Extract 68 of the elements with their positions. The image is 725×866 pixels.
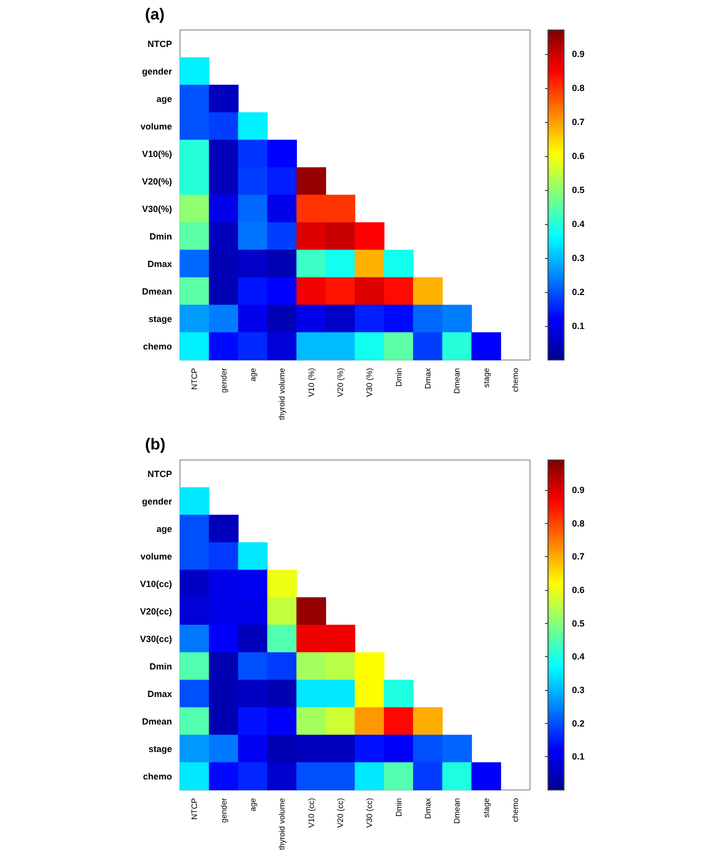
y-tick-label: Dmax (147, 258, 172, 269)
color-bar-label: 0.1 (572, 752, 585, 762)
y-tick-label: chemo (142, 341, 172, 352)
x-tick-label: Dmean (452, 368, 462, 394)
color-bar-label: 0.5 (572, 618, 585, 628)
x-tick-label: Dmin (394, 368, 404, 387)
y-tick-label: age (156, 94, 172, 104)
color-bar-label: 0.7 (572, 552, 585, 562)
x-tick-label: V10 (cc) (306, 798, 316, 828)
color-bar-label: 0.8 (572, 82, 585, 93)
y-tick-label: NTCP (148, 468, 172, 479)
y-tick-label: V30(%) (142, 204, 172, 214)
y-tick-label: V10(cc) (140, 578, 172, 589)
x-tick-label: Dmax (423, 798, 432, 819)
color-bar-label: 0.8 (572, 518, 585, 528)
x-tick-label: V20 (%) (336, 368, 345, 397)
color-bar-label: 0.3 (572, 685, 585, 695)
x-tick-label: V30 (cc) (365, 798, 374, 828)
color-bar-label: 0.1 (572, 320, 585, 331)
x-tick-label: V20 (cc) (336, 798, 345, 828)
y-tick-label: gender (142, 496, 172, 506)
y-tick-label: chemo (142, 771, 172, 782)
y-tick-label: volume (140, 551, 172, 562)
color-bar-label: 0.2 (572, 286, 585, 297)
x-tick-label: chemo (510, 797, 520, 822)
y-tick-label: Dmean (142, 286, 172, 296)
color-bar-label: 0.4 (572, 218, 585, 229)
x-tick-label: chemo (510, 367, 520, 392)
color-bar-label: 0.7 (572, 116, 585, 127)
color-bar-label: 0.2 (572, 718, 585, 728)
x-tick-label: NTCP (190, 798, 200, 820)
color-bar-label: 0.5 (572, 184, 585, 195)
x-tick-label: stage (482, 367, 491, 388)
y-tick-label: stage (148, 744, 172, 754)
x-tick-label: age (248, 367, 258, 382)
x-tick-label: Dmean (452, 798, 462, 824)
y-tick-label: NTCP (148, 38, 172, 49)
color-bar-label: 0.9 (572, 485, 585, 495)
y-tick-label: V10(%) (142, 148, 172, 159)
x-tick-label: Dmax (423, 368, 432, 389)
y-tick-label: V20(%) (142, 176, 172, 186)
x-tick-label: V10 (%) (306, 368, 316, 397)
color-bar-label: 0.4 (572, 652, 585, 662)
y-tick-label: Dmin (150, 661, 172, 672)
y-tick-label: V20(cc) (140, 606, 172, 616)
chart-title: (b) (145, 436, 166, 454)
color-bar-label: 0.9 (572, 48, 585, 59)
x-tick-label: stage (482, 797, 491, 818)
y-tick-label: gender (142, 66, 172, 76)
x-tick-label: gender (219, 368, 228, 393)
color-bar-label: 0.3 (572, 252, 585, 263)
y-tick-label: stage (148, 314, 172, 324)
y-tick-label: volume (140, 121, 172, 132)
x-tick-label: thyroid volume (278, 797, 287, 850)
y-tick-label: Dmin (150, 231, 172, 242)
y-tick-label: age (156, 524, 172, 534)
chart-title: (a) (145, 6, 165, 24)
x-tick-label: age (248, 797, 258, 812)
x-tick-label: V30 (%) (365, 368, 374, 397)
x-tick-label: thyroid volume (278, 367, 287, 420)
y-tick-label: Dmax (147, 688, 172, 699)
y-tick-label: V30(cc) (140, 634, 172, 644)
color-bar-label: 0.6 (572, 585, 585, 595)
x-tick-label: NTCP (190, 368, 200, 390)
color-bar-label: 0.6 (572, 150, 585, 161)
y-tick-label: Dmean (142, 716, 172, 726)
x-tick-label: Dmin (394, 798, 404, 817)
x-tick-label: gender (219, 798, 228, 823)
